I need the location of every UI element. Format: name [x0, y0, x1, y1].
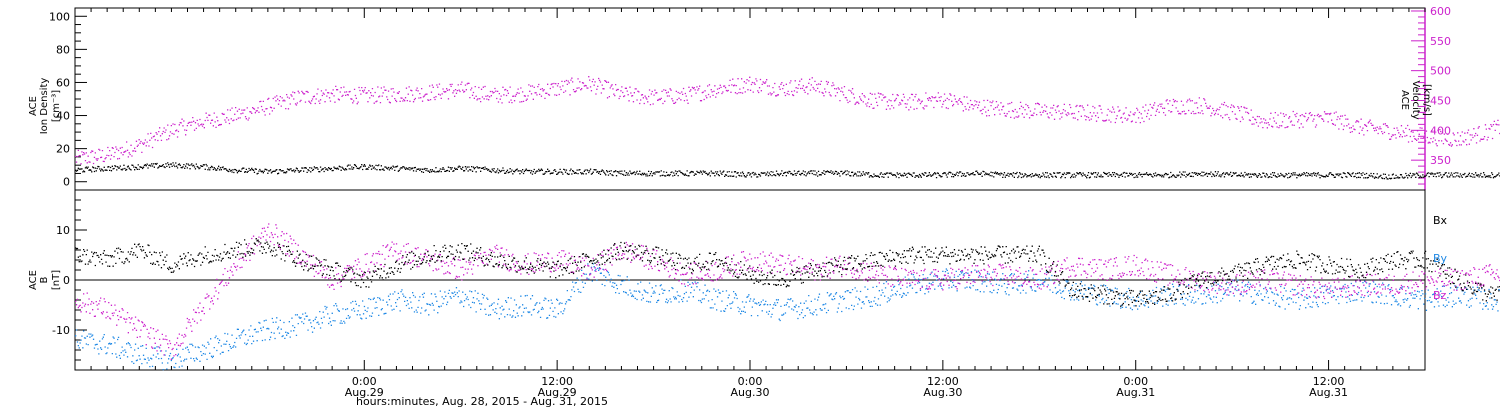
- x-axis: 0:00Aug.2912:00Aug.290:00Aug.3012:00Aug.…: [74, 8, 1426, 399]
- legend-bz: Bz: [1433, 289, 1447, 302]
- x-tick-label: 0:00: [1123, 375, 1148, 388]
- top-ylabel2-line-3: [km/s]: [1421, 84, 1432, 116]
- x-tick-label: 0:00: [738, 375, 763, 388]
- top-left-tick-label: 40: [56, 110, 70, 123]
- top-ylabel-line-3: [cm⁻³]: [51, 90, 62, 122]
- top-panel: 0 20 40 60 80 100 350 400 450 500 550 600: [49, 5, 1500, 191]
- x-axis-title: hours:minutes, Aug. 28, 2015 - Aug. 31, …: [356, 395, 608, 408]
- velocity-series: [75, 76, 1500, 165]
- x-tick-date: Aug.29: [538, 386, 577, 399]
- top-left-tick-label: 20: [56, 143, 70, 156]
- top-left-tick-label: 80: [56, 43, 70, 56]
- bz-series: [75, 223, 1500, 360]
- top-right-tick-label: 450: [1430, 94, 1451, 107]
- x-tick-date: Aug.31: [1116, 386, 1155, 399]
- top-right-tick-label: 500: [1430, 65, 1451, 78]
- x-tick-label: 12:00: [927, 375, 959, 388]
- bottom-tick-label: 10: [56, 224, 70, 237]
- legend: Bx By Bz: [1433, 214, 1448, 302]
- bottom-ylabel-line-1: ACE: [28, 270, 39, 290]
- x-tick-label: 12:00: [1313, 375, 1345, 388]
- top-left-tick-label: 60: [56, 76, 70, 89]
- x-tick-label: 12:00: [541, 375, 573, 388]
- bottom-ylabel-line-3: [nT]: [51, 270, 62, 290]
- x-tick-label: 0:00: [352, 375, 377, 388]
- axis-labels: ACE Ion Density [cm⁻³] ACE Velocity [km/…: [28, 78, 1432, 408]
- top-ylabel-line-2: Ion Density: [39, 78, 50, 135]
- top-ylabel-line-1: ACE: [28, 96, 39, 116]
- top-left-tick-label: 100: [49, 10, 70, 23]
- bottom-panel: -10 0 10: [52, 189, 1500, 371]
- x-tick-date: Aug.30: [923, 386, 962, 399]
- x-tick-date: Aug.29: [345, 386, 384, 399]
- x-tick-date: Aug.30: [731, 386, 770, 399]
- by-series: [75, 263, 1500, 371]
- x-tick-date: Aug.31: [1309, 386, 1348, 399]
- top-ylabel2-line-1: ACE: [1399, 90, 1410, 110]
- legend-by: By: [1433, 252, 1448, 265]
- bottom-ylabel-line-2: B: [39, 276, 50, 283]
- top-right-tick-label: 400: [1430, 124, 1451, 137]
- bottom-tick-label: -10: [52, 324, 70, 337]
- top-ylabel2-line-2: Velocity: [1410, 80, 1421, 119]
- top-right-tick-label: 350: [1430, 154, 1451, 167]
- bx-series: [75, 238, 1500, 307]
- bottom-tick-label: 0: [63, 274, 70, 287]
- top-left-tick-label: 0: [63, 176, 70, 189]
- top-right-tick-label: 550: [1430, 35, 1451, 48]
- density-series: [75, 162, 1500, 180]
- top-right-tick-label: 600: [1430, 5, 1451, 18]
- legend-bx: Bx: [1433, 214, 1448, 227]
